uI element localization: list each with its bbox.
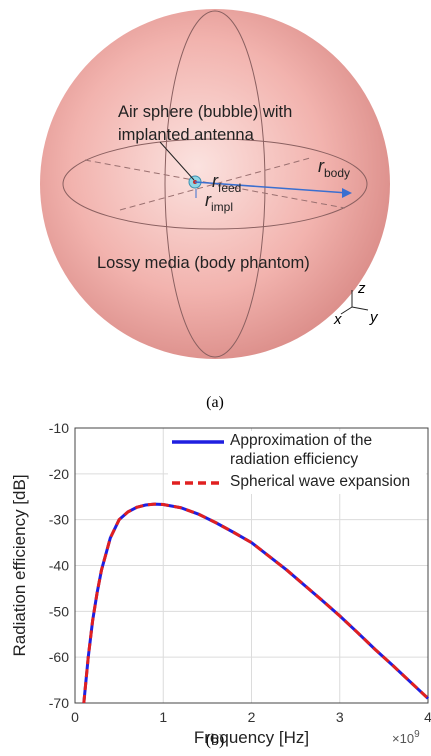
caption: (a) — [206, 394, 224, 411]
axis-y: y — [369, 309, 379, 326]
y-axis-label: Radiation efficiency [dB] — [10, 474, 29, 656]
y-tick-label: -70 — [49, 695, 69, 711]
legend-entry: Approximation of the radiation efficienc… — [168, 431, 426, 469]
x-tick-label: 1 — [159, 709, 167, 725]
legend-swatch — [172, 439, 224, 445]
sphere-diagram: Air sphere (bubble) with implanted anten… — [40, 9, 390, 359]
y-tick-label: -10 — [49, 420, 69, 436]
x-tick-label: 2 — [248, 709, 256, 725]
legend-label: Spherical wave expansion — [230, 473, 410, 490]
axis-x: x — [333, 311, 342, 328]
legend: Approximation of the radiation efficienc… — [168, 431, 426, 494]
x-axis-label: Frequency [Hz] — [194, 728, 309, 747]
y-tick-label: -40 — [49, 558, 69, 574]
figure-canvas: Air sphere (bubble) with implanted anten… — [0, 0, 431, 751]
subscript: body — [324, 166, 350, 180]
bubble-label: implanted antenna — [118, 126, 255, 144]
y-tick-label: -50 — [49, 603, 69, 619]
legend-swatch — [172, 480, 224, 486]
x-tick-label: 0 — [71, 709, 79, 725]
y-tick-label: -20 — [49, 466, 69, 482]
legend-entry: Spherical wave expansion — [168, 472, 426, 491]
x-tick-label: 3 — [336, 709, 344, 725]
y-tick-label: -30 — [49, 512, 69, 528]
medium-label: Lossy media (body phantom) — [97, 254, 310, 272]
bubble-label: Air sphere (bubble) with — [118, 103, 292, 121]
y-tick-label: -60 — [49, 649, 69, 665]
multiplier-exponent: 9 — [414, 729, 420, 740]
axis-z: z — [357, 280, 366, 297]
x-tick-label: 4 — [424, 709, 431, 725]
figure: Air sphere (bubble) with implanted anten… — [0, 0, 431, 751]
multiplier-base: ×10 — [392, 731, 414, 746]
legend-label: Approximation of the radiation efficienc… — [230, 432, 372, 468]
x-multiplier: ×109 — [392, 729, 420, 746]
subscript: feed — [218, 181, 241, 195]
subscript: impl — [211, 200, 233, 214]
